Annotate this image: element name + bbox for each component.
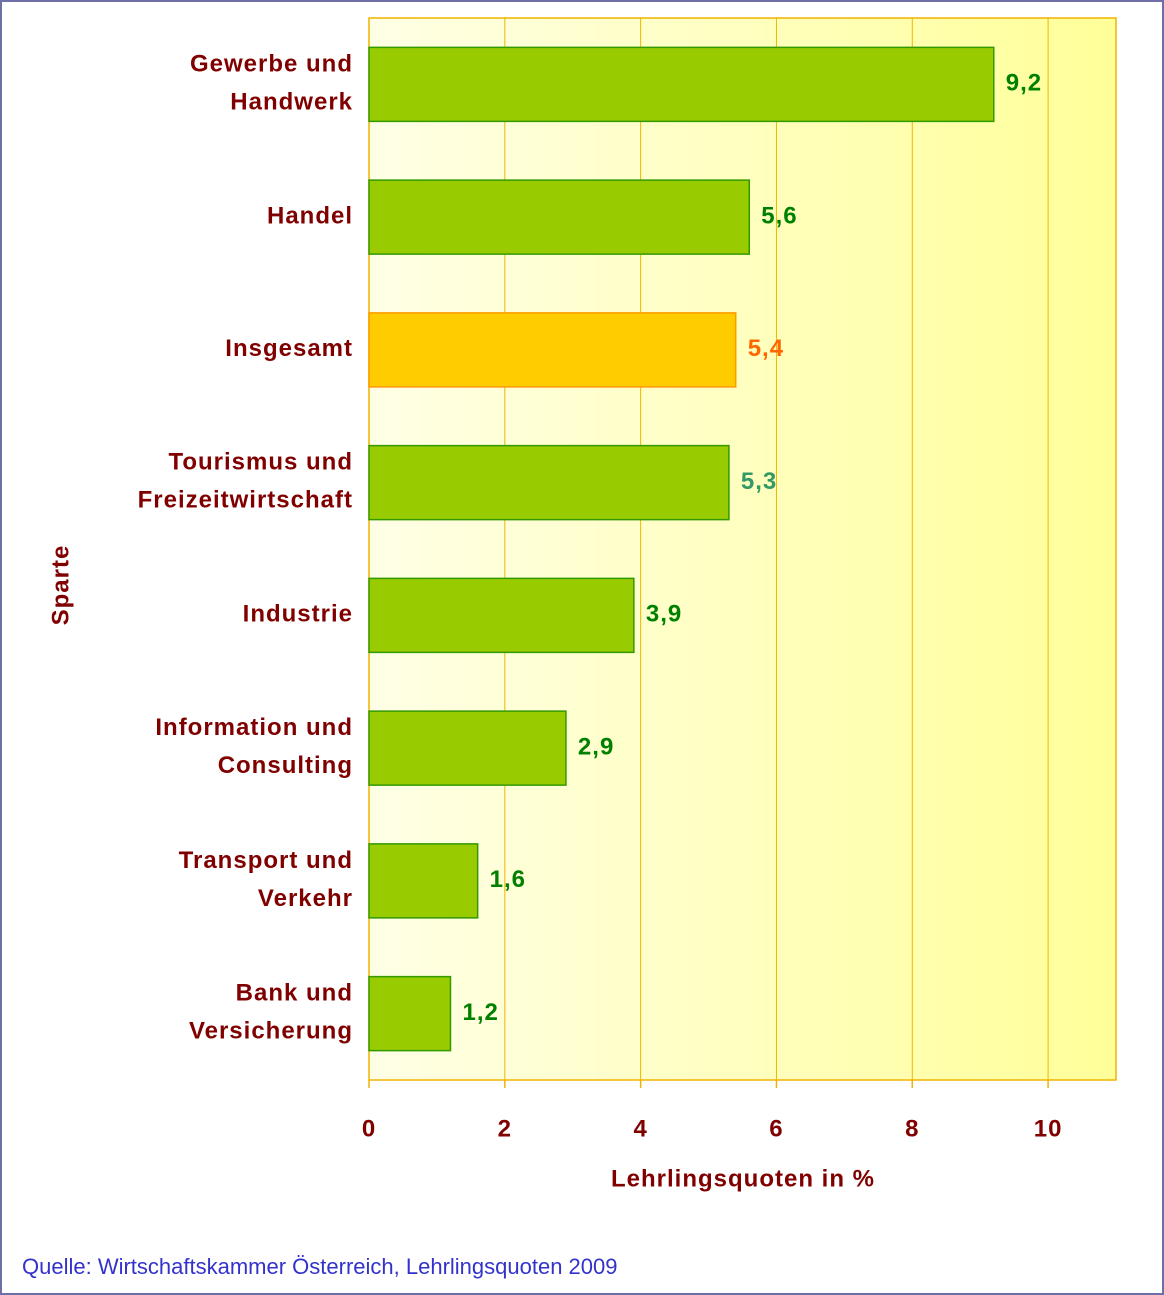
value-label: 2,9 (578, 733, 614, 760)
bar (368, 179, 751, 255)
y-tick-label: Tourismus und Freizeitwirtschaft (138, 449, 353, 514)
x-tick-label: 6 (769, 1115, 783, 1142)
bar (368, 710, 567, 786)
bar (368, 444, 730, 521)
y-tick-label: Transport und Verkehr (179, 847, 353, 912)
value-label: 1,6 (490, 866, 526, 893)
y-tick-label: Gewerbe und Handwerk (190, 51, 353, 116)
value-label: 5,3 (741, 468, 777, 495)
y-axis-title: Sparte (47, 545, 74, 626)
y-tick-label: Handel (267, 202, 353, 229)
x-tick-label: 0 (362, 1115, 376, 1142)
value-label: 3,9 (646, 601, 682, 628)
value-label: 9,2 (1006, 70, 1042, 97)
bar (368, 312, 737, 388)
x-tick-label: 8 (905, 1115, 919, 1142)
plot-area (368, 17, 1117, 1081)
x-tick-label: 10 (1034, 1115, 1063, 1142)
x-axis-title: Lehrlingsquoten in % (611, 1165, 875, 1192)
x-tick-label: 4 (633, 1115, 647, 1142)
y-tick-label: Insgesamt (225, 335, 353, 362)
bar (368, 843, 479, 919)
x-tick-label: 2 (498, 1115, 512, 1142)
bar (368, 577, 635, 654)
y-tick-label: Information und Consulting (155, 714, 353, 779)
value-label: 5,6 (761, 202, 797, 229)
value-label: 1,2 (462, 999, 498, 1026)
y-tick-label: Bank und Versicherung (189, 980, 353, 1045)
bar (368, 975, 452, 1052)
source-note: Quelle: Wirtschaftskammer Österreich, Le… (22, 1254, 617, 1279)
bar (368, 46, 995, 123)
value-label: 5,4 (748, 335, 784, 362)
y-tick-label: Industrie (243, 601, 353, 628)
